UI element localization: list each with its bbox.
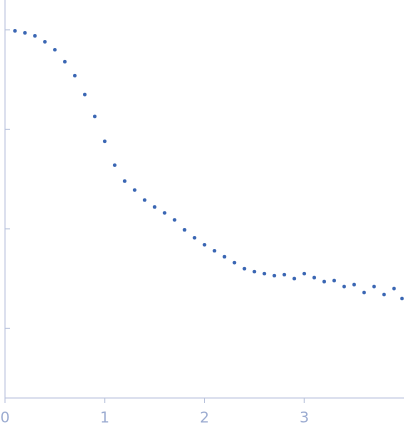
point bbox=[73, 73, 77, 78]
point bbox=[33, 34, 37, 38]
point bbox=[362, 290, 366, 295]
point bbox=[83, 92, 87, 97]
point bbox=[302, 271, 307, 276]
point bbox=[43, 39, 47, 44]
point bbox=[122, 179, 127, 183]
point bbox=[172, 218, 177, 222]
point bbox=[232, 260, 237, 265]
point bbox=[222, 254, 227, 259]
point bbox=[332, 278, 336, 283]
point bbox=[102, 139, 107, 144]
point bbox=[322, 279, 327, 284]
point bbox=[182, 228, 187, 232]
point bbox=[352, 282, 356, 287]
point bbox=[142, 198, 147, 202]
point bbox=[242, 266, 247, 271]
point bbox=[262, 271, 267, 276]
point bbox=[152, 205, 157, 209]
point bbox=[13, 29, 17, 33]
point bbox=[392, 286, 396, 291]
point bbox=[132, 188, 137, 192]
point bbox=[63, 59, 67, 64]
point bbox=[292, 276, 297, 281]
point bbox=[162, 211, 167, 215]
point bbox=[282, 272, 287, 277]
point bbox=[212, 248, 217, 253]
point bbox=[342, 284, 346, 289]
point bbox=[112, 163, 117, 167]
x-tick-label: 3 bbox=[299, 409, 309, 427]
x-tick-label: 0 bbox=[0, 409, 10, 427]
point bbox=[312, 275, 317, 280]
point bbox=[372, 284, 376, 289]
point bbox=[272, 273, 277, 278]
point bbox=[53, 47, 57, 52]
x-tick-label: 2 bbox=[200, 409, 210, 427]
point bbox=[202, 242, 207, 247]
point bbox=[252, 269, 257, 274]
point bbox=[92, 114, 97, 119]
point bbox=[382, 292, 386, 297]
point bbox=[192, 236, 197, 240]
x-tick-label: 1 bbox=[100, 409, 110, 427]
point bbox=[400, 296, 404, 301]
point bbox=[23, 31, 27, 35]
